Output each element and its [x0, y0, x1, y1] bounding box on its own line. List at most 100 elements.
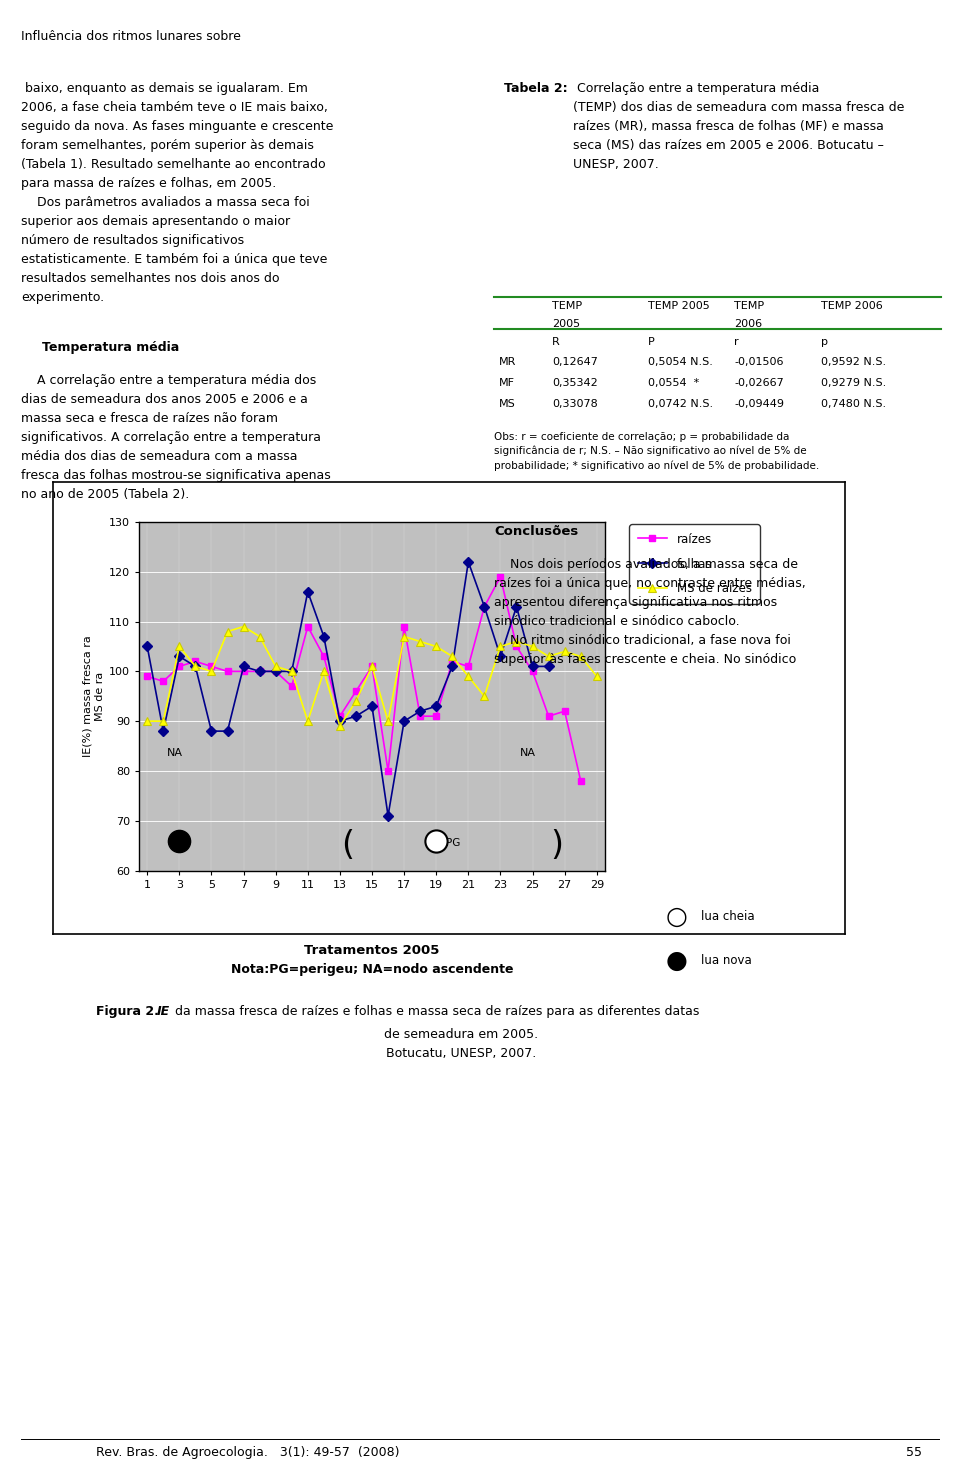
Text: Conclusões: Conclusões [494, 525, 579, 538]
MS de raízes [398, 627, 410, 645]
MS de raízes [286, 663, 298, 681]
MS de raízes [238, 618, 250, 636]
raízes [366, 657, 377, 675]
Text: Tratamentos 2005: Tratamentos 2005 [304, 943, 440, 957]
folhas [238, 657, 250, 675]
MS de raízes [205, 663, 217, 681]
Text: P: P [648, 337, 655, 347]
raízes [286, 678, 298, 696]
MS de raízes [463, 667, 474, 685]
raízes [222, 663, 233, 681]
folhas [141, 638, 153, 655]
Text: TEMP: TEMP [734, 301, 764, 311]
Text: 0,9592 N.S.: 0,9592 N.S. [821, 357, 886, 368]
raízes [270, 663, 281, 681]
MS de raízes [494, 638, 506, 655]
folhas [205, 722, 217, 740]
raízes [190, 653, 202, 670]
Line: folhas: folhas [144, 559, 552, 819]
MS de raízes [334, 718, 346, 736]
Text: -0,09449: -0,09449 [734, 399, 784, 409]
Text: (: ( [342, 829, 354, 862]
raízes [511, 638, 522, 655]
raízes [302, 618, 314, 636]
MS de raízes [270, 657, 281, 675]
folhas [253, 663, 265, 681]
folhas [446, 657, 458, 675]
raízes [205, 657, 217, 675]
MS de raízes [157, 712, 169, 730]
Text: PG: PG [445, 838, 460, 848]
MS de raízes [382, 712, 394, 730]
Text: Figura 2.: Figura 2. [96, 1005, 158, 1019]
raízes [415, 707, 426, 725]
Text: ○: ○ [666, 905, 687, 928]
MS de raízes [446, 648, 458, 666]
folhas [479, 598, 491, 615]
raízes [318, 648, 329, 666]
folhas [542, 657, 554, 675]
Text: 0,35342: 0,35342 [552, 378, 598, 389]
Text: MF: MF [499, 378, 516, 389]
Text: 2005: 2005 [552, 319, 580, 329]
MS de raízes [366, 657, 377, 675]
Text: r: r [734, 337, 739, 347]
raízes [494, 568, 506, 586]
folhas [174, 648, 185, 666]
Text: R: R [552, 337, 560, 347]
folhas [302, 583, 314, 601]
MS de raízes [302, 712, 314, 730]
folhas [527, 657, 539, 675]
Text: da massa fresca de raízes e folhas e massa seca de raízes para as diferentes dat: da massa fresca de raízes e folhas e mas… [171, 1005, 699, 1019]
raízes [559, 703, 570, 721]
MS de raízes [575, 648, 587, 666]
folhas [222, 722, 233, 740]
raízes [334, 707, 346, 725]
MS de raízes [318, 663, 329, 681]
Y-axis label: IE(%) massa fresca ra
MS de ra: IE(%) massa fresca ra MS de ra [83, 635, 105, 758]
Text: TEMP 2005: TEMP 2005 [648, 301, 709, 311]
raízes [527, 663, 539, 681]
raízes [575, 773, 587, 790]
Text: TEMP: TEMP [552, 301, 582, 311]
raízes [542, 707, 554, 725]
Text: Temperatura média: Temperatura média [42, 341, 180, 354]
Text: Rev. Bras. de Agroecologia.   3(1): 49-57  (2008): Rev. Bras. de Agroecologia. 3(1): 49-57 … [96, 1446, 399, 1459]
Line: raízes: raízes [144, 574, 585, 785]
Text: A correlação entre a temperatura média dos
dias de semeadura dos anos 2005 e 200: A correlação entre a temperatura média d… [21, 374, 331, 501]
raízes [430, 707, 442, 725]
MS de raízes [415, 633, 426, 651]
Text: 0,12647: 0,12647 [552, 357, 598, 368]
Text: Influência dos ritmos lunares sobre: Influência dos ritmos lunares sobre [21, 30, 241, 43]
Text: NA: NA [166, 747, 182, 758]
Text: 0,33078: 0,33078 [552, 399, 598, 409]
Legend: raízes, folhas, MS de raízes: raízes, folhas, MS de raízes [630, 525, 759, 604]
Text: IE: IE [156, 1005, 170, 1019]
Text: de semeadura em 2005.: de semeadura em 2005. [384, 1028, 538, 1041]
raízes [446, 653, 458, 670]
MS de raízes [479, 688, 491, 706]
Text: NA: NA [519, 747, 536, 758]
Text: lua nova: lua nova [701, 955, 752, 967]
Text: 0,7480 N.S.: 0,7480 N.S. [821, 399, 886, 409]
folhas [270, 663, 281, 681]
raízes [238, 663, 250, 681]
raízes [463, 657, 474, 675]
Text: Botucatu, UNESP, 2007.: Botucatu, UNESP, 2007. [386, 1047, 536, 1060]
folhas [334, 712, 346, 730]
MS de raízes [430, 638, 442, 655]
Text: ●: ● [666, 949, 687, 973]
folhas [415, 703, 426, 721]
folhas [398, 712, 410, 730]
MS de raízes [141, 712, 153, 730]
raízes [253, 663, 265, 681]
Text: MR: MR [499, 357, 516, 368]
MS de raízes [350, 693, 362, 710]
Text: -0,02667: -0,02667 [734, 378, 784, 389]
Text: -0,01506: -0,01506 [734, 357, 784, 368]
Text: 0,9279 N.S.: 0,9279 N.S. [821, 378, 886, 389]
folhas [350, 707, 362, 725]
Text: Obs: r = coeficiente de correlação; p = probabilidade da
significância de r; N.S: Obs: r = coeficiente de correlação; p = … [494, 432, 820, 472]
MS de raízes [253, 627, 265, 645]
folhas [463, 553, 474, 571]
